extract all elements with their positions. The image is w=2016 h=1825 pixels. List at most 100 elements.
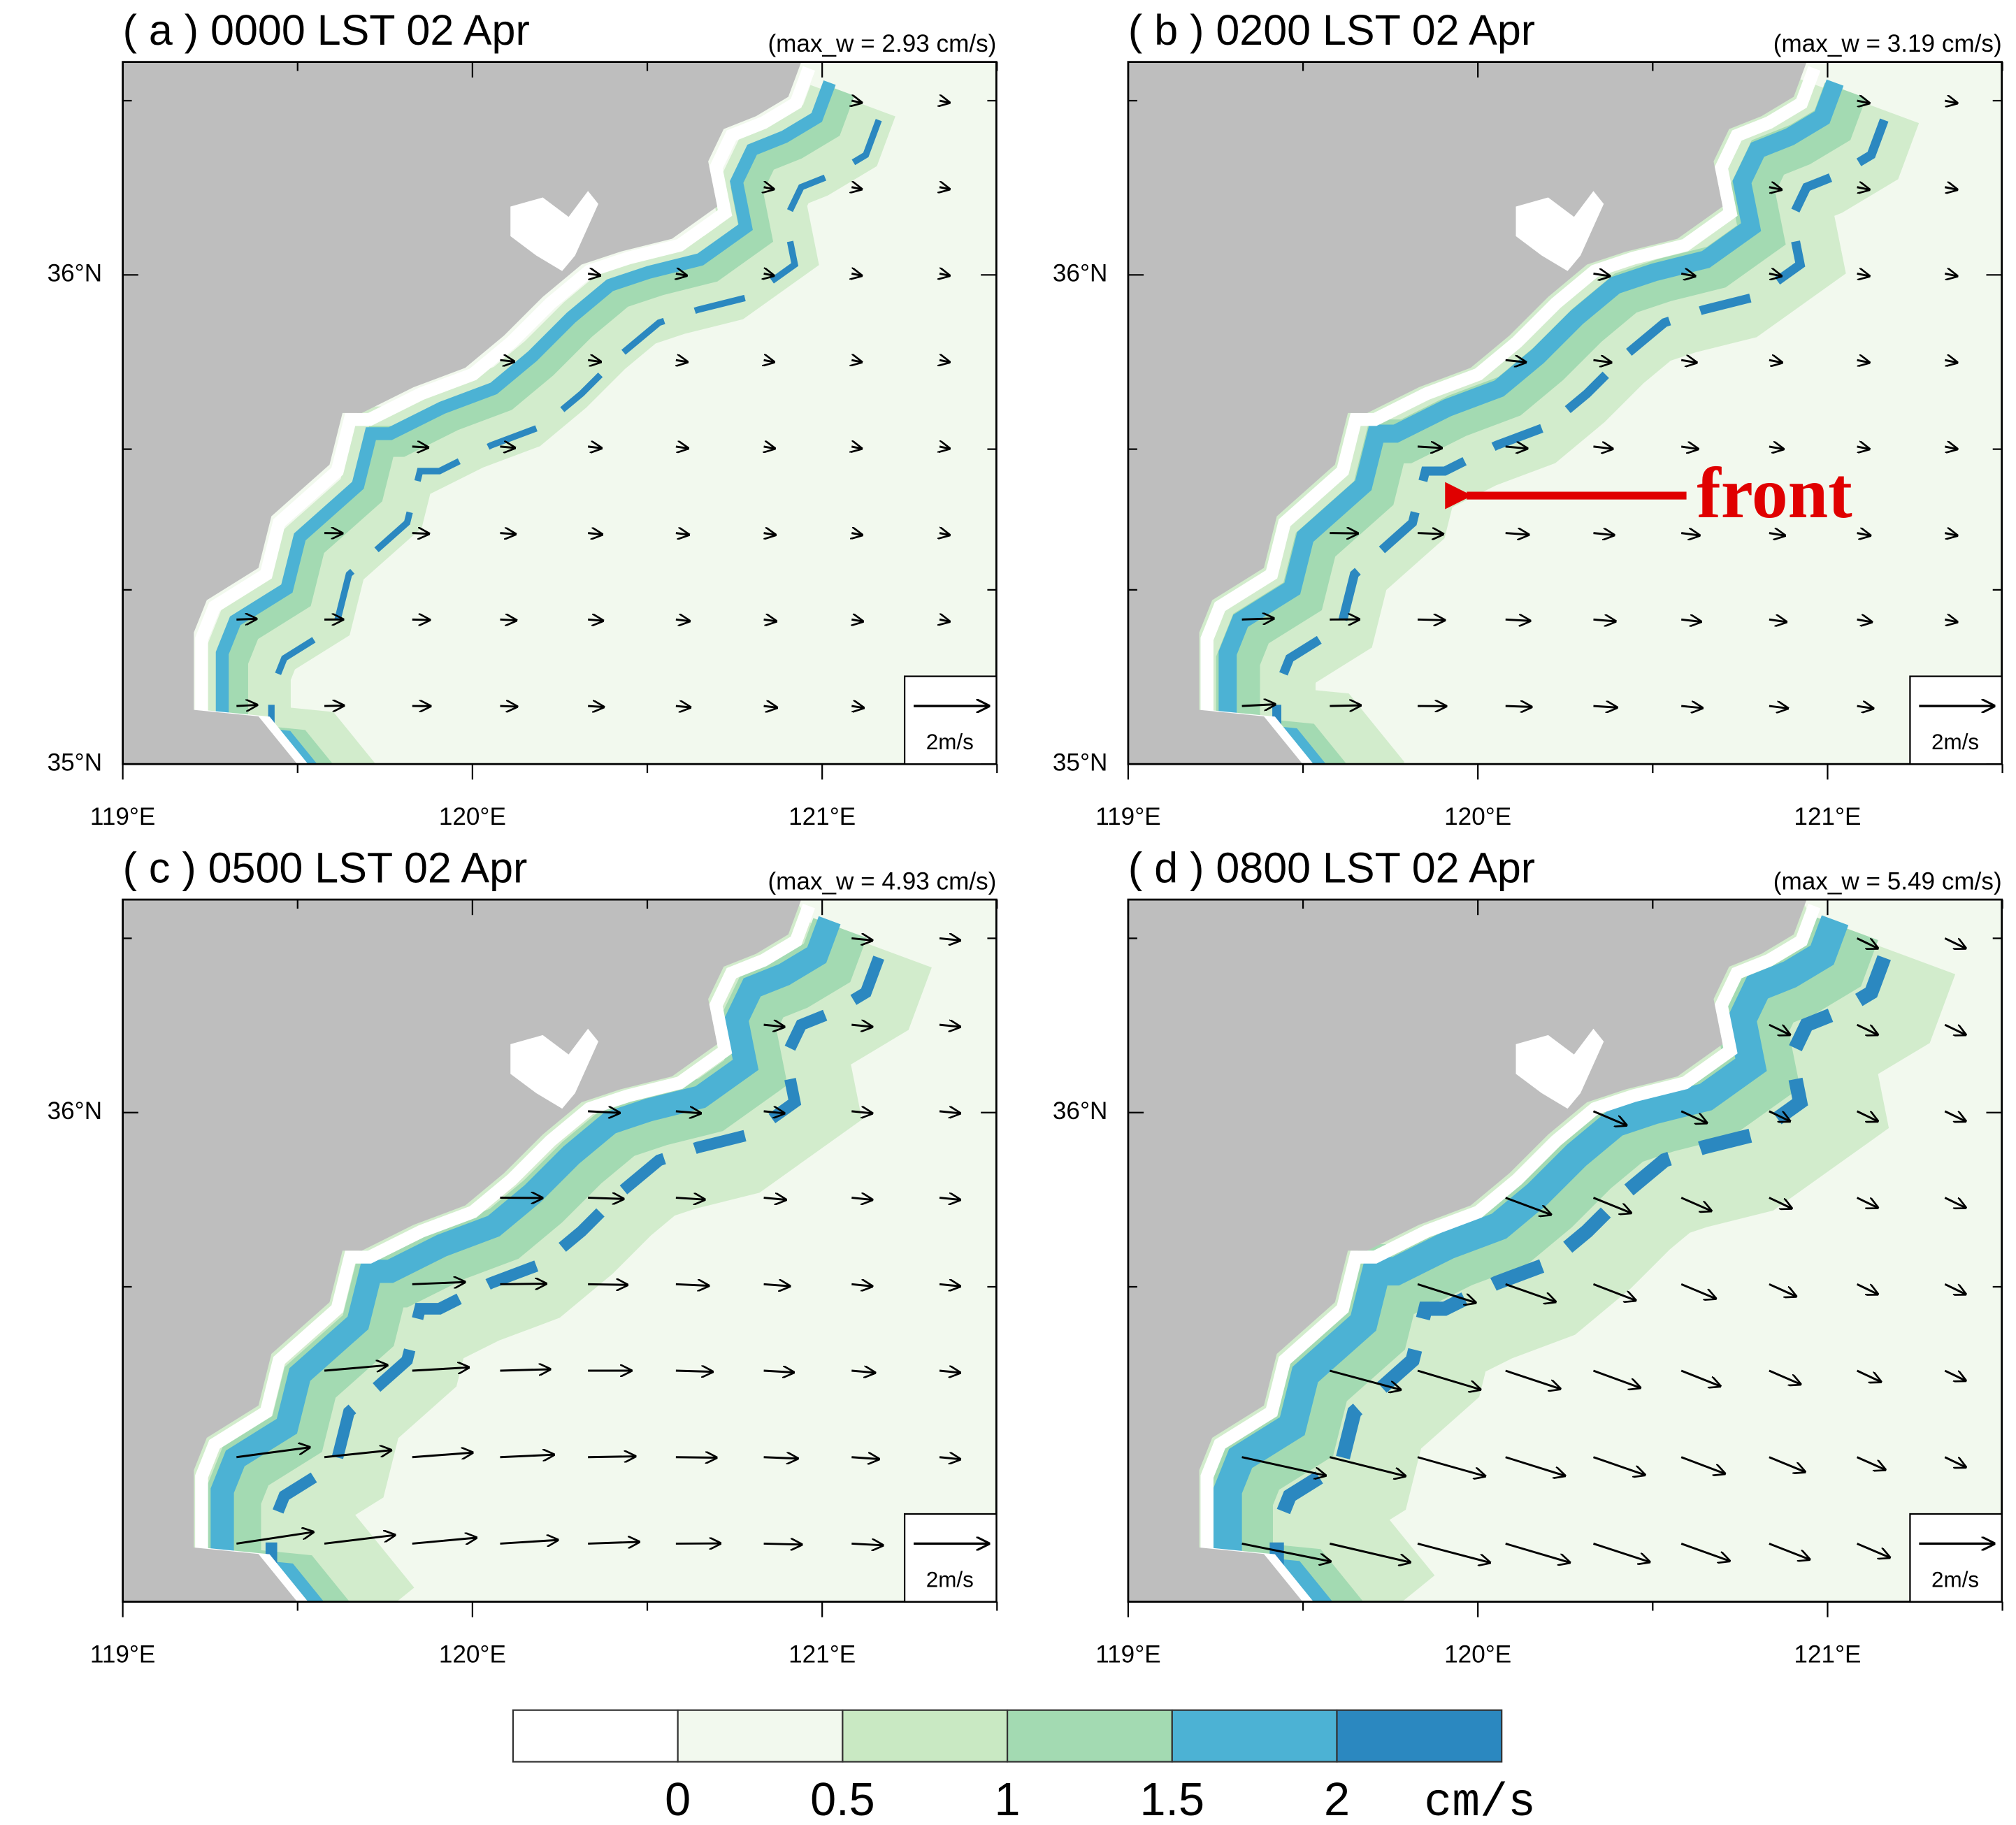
x-tick-label: 119°E bbox=[1095, 803, 1160, 830]
coastal-white bbox=[1200, 66, 1821, 765]
ref-box bbox=[903, 675, 998, 765]
wind-arrow bbox=[236, 705, 257, 706]
wind-arrow bbox=[588, 1542, 639, 1543]
colorbar-label: 2 bbox=[1324, 1774, 1350, 1825]
wind-arrow bbox=[763, 1457, 798, 1459]
wind-arrow bbox=[324, 1535, 395, 1545]
wind-arrow bbox=[1417, 1543, 1490, 1562]
wind-arrow bbox=[500, 706, 517, 707]
wind-arrow bbox=[1944, 1197, 1965, 1208]
wind-arrow bbox=[588, 706, 603, 707]
max-w: (max_w = 3.19 cm/s) bbox=[1773, 30, 2002, 57]
colorbar-box bbox=[512, 1709, 679, 1763]
panel-title: ( b ) 0200 LST 02 Apr bbox=[1128, 6, 1535, 54]
wind-arrow bbox=[851, 533, 862, 535]
wind-arrow bbox=[1681, 619, 1701, 621]
x-tick-label: 120°E bbox=[1444, 1640, 1511, 1668]
coastal-white bbox=[195, 904, 815, 1602]
wind-arrow bbox=[939, 1457, 960, 1459]
ref-box bbox=[903, 1513, 998, 1603]
wind-arrow bbox=[851, 706, 863, 708]
wind-arrow bbox=[939, 101, 949, 103]
y-tick-label: 36°N bbox=[1053, 1097, 1107, 1125]
wind-arrow bbox=[1769, 1110, 1790, 1121]
wind-arrow bbox=[1329, 1456, 1405, 1476]
wind-arrow bbox=[500, 360, 514, 361]
frame bbox=[122, 61, 998, 765]
wind-arrow bbox=[675, 619, 689, 621]
band-green2 bbox=[217, 85, 855, 765]
x-tick-label: 119°E bbox=[90, 1640, 155, 1668]
plot-area bbox=[122, 900, 997, 1602]
wind-arrow bbox=[851, 1543, 883, 1545]
wind-arrow bbox=[1769, 1023, 1790, 1034]
wind-arrow bbox=[1680, 447, 1698, 449]
wind-arrow bbox=[1856, 1283, 1878, 1294]
wind-arrow bbox=[763, 619, 777, 621]
wind-arrow bbox=[1945, 447, 1957, 449]
band-blue2 bbox=[1269, 955, 1891, 1602]
wind-arrow bbox=[1944, 1369, 1965, 1380]
wind-arrow bbox=[676, 273, 686, 275]
wind-arrow bbox=[1417, 447, 1441, 448]
wind-arrow bbox=[1944, 937, 1965, 948]
wind-arrow bbox=[1769, 273, 1781, 276]
colorbar-box bbox=[1006, 1709, 1173, 1763]
bay bbox=[510, 1028, 598, 1109]
wind-arrow bbox=[588, 1111, 619, 1113]
band-blue bbox=[1213, 915, 1849, 1602]
wind-arrow bbox=[1680, 360, 1697, 363]
colorbar-box bbox=[677, 1709, 844, 1763]
wind-arrow bbox=[1505, 447, 1527, 449]
x-tick-label: 121°E bbox=[789, 803, 856, 830]
wind-arrow bbox=[1856, 1110, 1878, 1121]
colorbar-label: 1.5 bbox=[1140, 1774, 1205, 1825]
wind-arrow bbox=[939, 273, 949, 275]
band-blue2 bbox=[268, 119, 882, 765]
wind-arrow bbox=[1856, 937, 1878, 948]
x-tick-label: 121°E bbox=[1794, 803, 1861, 830]
wind-arrow bbox=[851, 360, 861, 362]
wind-arrow bbox=[939, 447, 949, 449]
wind-arrow bbox=[1505, 706, 1532, 707]
wind-arrow bbox=[1505, 360, 1526, 362]
wind-arrow bbox=[1505, 533, 1529, 535]
wind-arrow bbox=[1592, 1110, 1626, 1125]
wind-arrow bbox=[1945, 101, 1957, 103]
wind-arrow bbox=[412, 1538, 477, 1543]
wind-arrow bbox=[412, 619, 430, 620]
wind-arrow bbox=[1769, 360, 1782, 363]
x-tick-label: 119°E bbox=[90, 803, 155, 830]
wind-arrow bbox=[1418, 619, 1444, 620]
wind-arrow bbox=[1769, 1197, 1792, 1209]
wind-arrow bbox=[851, 1284, 872, 1286]
wind-arrow bbox=[763, 1284, 790, 1286]
wind-arrow bbox=[675, 706, 691, 707]
wind-arrow bbox=[587, 360, 600, 361]
wind-arrow bbox=[1857, 447, 1869, 449]
band-blue bbox=[215, 80, 836, 765]
wind-arrow bbox=[1241, 619, 1274, 620]
ref-label: 2m/s bbox=[1931, 1567, 1979, 1592]
wind-arrow bbox=[1944, 1110, 1965, 1121]
wind-arrow bbox=[851, 1198, 872, 1200]
wind-arrow bbox=[1417, 1369, 1481, 1390]
wind-arrow bbox=[1593, 447, 1612, 449]
wind-arrow bbox=[1505, 1456, 1565, 1476]
wind-arrow bbox=[675, 1111, 700, 1113]
wind-arrow bbox=[1593, 273, 1609, 276]
wind-arrow bbox=[1680, 1369, 1720, 1386]
wind-arrow bbox=[1769, 1283, 1796, 1296]
wind-arrow bbox=[1329, 1543, 1410, 1562]
wind-arrow bbox=[1417, 1283, 1476, 1302]
wind-arrow bbox=[1592, 1456, 1644, 1475]
wind-arrow bbox=[763, 1543, 802, 1544]
wind-arrow bbox=[939, 1025, 960, 1027]
band-blue bbox=[1218, 79, 1844, 765]
map-panel: 2m/s 119°E 120°E 121°E 36°N 35°N ( b ) 0200 LS… bbox=[1053, 6, 2003, 830]
band-blue bbox=[210, 916, 841, 1602]
max-w: (max_w = 4.93 cm/s) bbox=[768, 867, 996, 895]
wind-arrow bbox=[500, 1540, 557, 1543]
wind-arrow bbox=[675, 1284, 709, 1285]
